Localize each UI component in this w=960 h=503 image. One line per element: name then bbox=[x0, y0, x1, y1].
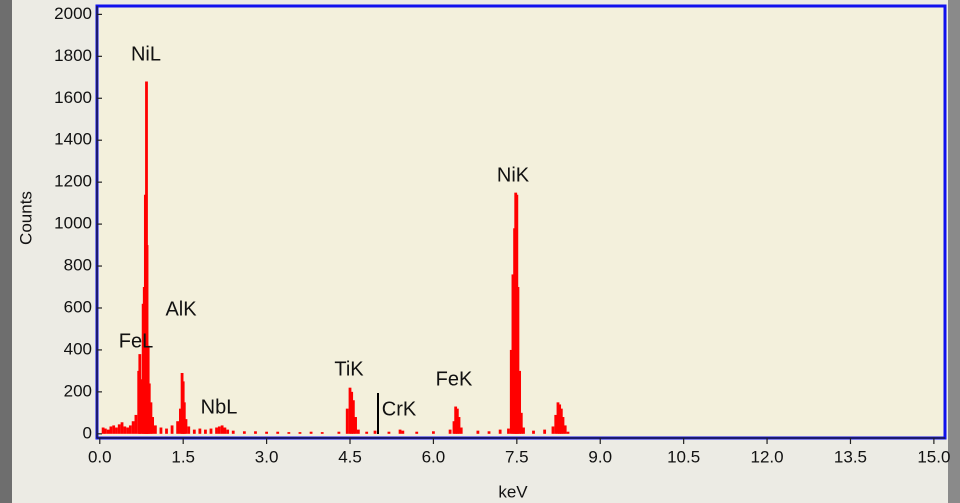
x-tick-label: 15.0 bbox=[917, 447, 950, 466]
chart: keV Counts 0 200 400 600 800 1000 1200 1400 1600… bbox=[0, 0, 960, 503]
spectrum-bar bbox=[477, 431, 480, 434]
y-tick-label: 1000 bbox=[54, 214, 92, 233]
x-tick-label: 10.5 bbox=[667, 447, 700, 466]
x-tick-label: 6.0 bbox=[422, 447, 446, 466]
spectrum-bar bbox=[354, 417, 357, 434]
x-tick-label: 3.0 bbox=[255, 447, 279, 466]
spectrum-bar bbox=[185, 419, 188, 434]
spectrum-bar bbox=[299, 432, 302, 434]
y-tick-label: 0 bbox=[83, 423, 92, 442]
spectrum-bar bbox=[218, 426, 221, 433]
y-tick-label: 800 bbox=[64, 256, 92, 275]
right-edge bbox=[948, 0, 960, 503]
y-tick-label: 1600 bbox=[54, 88, 92, 107]
spectrum-bar bbox=[129, 425, 132, 433]
spectrum-bar bbox=[112, 425, 115, 433]
spectrum-bar bbox=[215, 428, 218, 434]
spectrum-bar bbox=[374, 431, 377, 434]
spectrum-bar bbox=[310, 432, 313, 434]
spectrum-bar bbox=[399, 430, 402, 434]
peak-label: FeL bbox=[119, 330, 153, 352]
spectrum-bar bbox=[507, 429, 510, 434]
spectrum-bar bbox=[132, 421, 135, 434]
spectrum-bar bbox=[321, 432, 324, 434]
spectrum-bar bbox=[110, 426, 113, 433]
spectrum-bar bbox=[365, 432, 368, 434]
spectrum-bar bbox=[223, 428, 226, 434]
spectrum-bar bbox=[118, 424, 121, 433]
page: {"chart_data": { "type": "bar", "x_label… bbox=[0, 0, 960, 503]
spectrum-bar bbox=[401, 431, 404, 434]
spectrum-bar bbox=[567, 432, 570, 434]
peak-label: TiK bbox=[334, 358, 364, 380]
spectrum-bar bbox=[226, 430, 229, 434]
peak-label: FeK bbox=[436, 368, 473, 390]
spectrum-bar bbox=[449, 430, 452, 434]
spectrum-bar bbox=[151, 417, 154, 434]
peak-label: NiK bbox=[497, 164, 530, 186]
x-tick-label: 13.5 bbox=[834, 447, 867, 466]
spectrum-bar bbox=[460, 428, 463, 434]
x-tick-label: 1.5 bbox=[171, 447, 195, 466]
x-tick-label: 0.0 bbox=[88, 447, 112, 466]
y-tick-label: 1400 bbox=[54, 130, 92, 149]
spectrum-bar bbox=[265, 432, 268, 434]
spectrum-bar bbox=[337, 432, 340, 434]
spectrum-bar bbox=[193, 430, 196, 434]
spectrum-bar bbox=[198, 429, 201, 434]
spectrum-bar bbox=[171, 425, 174, 433]
spectrum-bar bbox=[522, 428, 525, 434]
spectrum-bar bbox=[388, 432, 391, 434]
spectrum-bar bbox=[221, 425, 224, 433]
spectrum-bar bbox=[123, 426, 126, 433]
spectrum-bar bbox=[552, 426, 555, 433]
spectrum-bar bbox=[154, 425, 157, 433]
peak-label: CrK bbox=[382, 398, 417, 420]
spectrum-bar bbox=[276, 432, 279, 434]
x-tick-label: 12.0 bbox=[751, 447, 784, 466]
spectrum-bar bbox=[564, 425, 567, 433]
y-tick-label: 1200 bbox=[54, 172, 92, 191]
spectrum-bar bbox=[126, 428, 129, 434]
y-tick-label: 1800 bbox=[54, 46, 92, 65]
spectrum-bar bbox=[357, 430, 360, 434]
y-axis-title: Counts bbox=[16, 191, 35, 245]
spectrum-bar bbox=[176, 421, 179, 434]
spectrum-bar bbox=[210, 429, 213, 434]
spectrum-bar bbox=[532, 431, 535, 434]
spectrum-bar bbox=[165, 429, 168, 434]
y-tick-label: 400 bbox=[64, 339, 92, 358]
peak-label: NbL bbox=[201, 396, 238, 418]
y-tick-label: 2000 bbox=[54, 4, 92, 23]
x-tick-label: 9.0 bbox=[588, 447, 612, 466]
spectrum-bar bbox=[543, 430, 546, 434]
spectrum-bar bbox=[135, 415, 138, 434]
x-tick-label: 7.5 bbox=[505, 447, 529, 466]
y-tick-label: 200 bbox=[64, 381, 92, 400]
spectrum-bar bbox=[160, 428, 163, 434]
spectrum-bar bbox=[254, 431, 257, 434]
spectrum-bar bbox=[488, 431, 491, 434]
spectrum-bar bbox=[287, 432, 290, 434]
spectrum-bar bbox=[107, 430, 110, 434]
x-tick-label: 4.5 bbox=[338, 447, 362, 466]
spectrum-bar bbox=[232, 431, 235, 434]
spectrum-bar bbox=[346, 409, 349, 434]
spectrum-bar bbox=[121, 422, 124, 434]
spectrum-bar bbox=[187, 426, 190, 433]
spectrum-bar bbox=[115, 428, 118, 434]
left-edge bbox=[0, 0, 12, 503]
spectrum-bar bbox=[499, 430, 502, 434]
x-axis-title: keV bbox=[498, 482, 528, 501]
spectrum-bar bbox=[243, 431, 246, 434]
spectrum-bar bbox=[204, 430, 207, 434]
y-tick-label: 600 bbox=[64, 297, 92, 316]
peak-label: AlK bbox=[165, 298, 197, 320]
spectrum-bar bbox=[104, 429, 107, 434]
peak-label: NiL bbox=[131, 43, 161, 65]
spectrum-bar bbox=[415, 432, 418, 434]
spectrum-bar bbox=[432, 431, 435, 434]
